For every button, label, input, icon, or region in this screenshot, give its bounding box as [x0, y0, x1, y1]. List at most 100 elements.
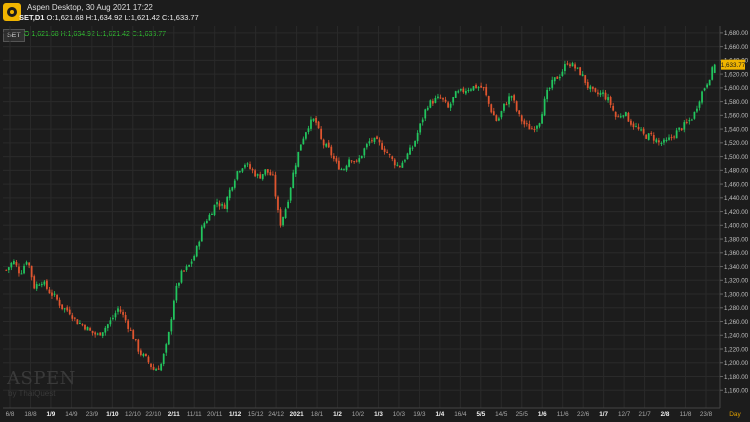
price-tags: 1,633.77	[721, 59, 746, 70]
x-tick-label: 22/10	[145, 411, 161, 418]
candle-body	[170, 319, 173, 332]
x-tick-label: 18/1	[311, 411, 324, 418]
candle-body	[584, 75, 587, 83]
symbol-code[interactable]: SET,D1	[19, 13, 45, 22]
candle-body	[61, 304, 64, 310]
x-tick-label: 21/7	[638, 411, 651, 418]
candle-body	[619, 116, 622, 118]
candle-body	[152, 366, 155, 370]
y-tick-label: 1,420.00	[724, 209, 749, 216]
candle-body	[393, 159, 396, 166]
candle-body	[561, 71, 564, 76]
candle-body	[188, 264, 190, 267]
candle-body	[122, 312, 124, 315]
x-tick-label: 24/12	[268, 411, 284, 418]
candle-body	[200, 226, 203, 242]
candle-body	[274, 174, 277, 197]
candle-body	[317, 121, 320, 129]
candle-body	[139, 350, 142, 356]
x-tick-label: 14/5	[495, 411, 508, 418]
candle-body	[503, 103, 505, 111]
candle-body	[574, 64, 576, 69]
candle-body	[419, 123, 422, 133]
candle-body	[73, 317, 76, 319]
symbol-tag[interactable]: SET	[3, 29, 25, 42]
candle-body	[525, 123, 528, 125]
x-tick-label: 2/11	[168, 411, 180, 418]
y-tick-label: 1,180.00	[724, 374, 749, 381]
candle-body	[294, 165, 297, 174]
candle-body	[332, 155, 335, 159]
candle-body	[299, 144, 302, 151]
candle-body	[208, 214, 211, 221]
y-tick-label: 1,480.00	[724, 168, 749, 175]
candle-body	[444, 99, 447, 102]
candle-body	[86, 326, 89, 331]
candle-body	[675, 130, 678, 139]
candle-body	[310, 119, 312, 129]
x-tick-label: 11/11	[187, 411, 202, 418]
candle-body	[698, 101, 701, 108]
candle-body	[114, 313, 117, 318]
candle-body	[411, 147, 414, 149]
candle-body	[449, 103, 452, 108]
candle-body	[96, 333, 99, 335]
candle-body	[20, 273, 23, 275]
candle-body	[528, 123, 531, 130]
candle-body	[289, 187, 292, 201]
x-tick-label: 23/8	[700, 411, 713, 418]
candle-body	[335, 158, 338, 162]
candle-body	[238, 171, 241, 173]
candle-body	[183, 270, 185, 272]
candle-body	[30, 265, 33, 278]
candle-body	[683, 122, 686, 130]
candle-body	[647, 133, 650, 140]
candle-body	[576, 67, 579, 69]
candle-body	[668, 137, 670, 140]
candle-body	[454, 91, 457, 98]
y-tick-label: 1,200.00	[724, 360, 749, 367]
candle-body	[536, 125, 538, 129]
candle-body	[437, 96, 439, 98]
candle-body	[386, 151, 389, 154]
candle-body	[368, 141, 371, 144]
y-tick-label: 1,440.00	[724, 195, 749, 202]
candle-body	[53, 293, 56, 295]
candle-body	[218, 203, 221, 207]
candle-body	[348, 159, 350, 167]
candle-body	[495, 115, 498, 121]
candle-body	[38, 284, 41, 286]
candle-body	[221, 204, 223, 206]
candle-body	[663, 139, 665, 143]
candle-body	[429, 100, 432, 108]
aspen-app-icon[interactable]	[3, 3, 21, 21]
candle-body	[523, 120, 526, 125]
candle-body	[213, 204, 216, 216]
candle-body	[246, 163, 249, 165]
x-tick-label: 1/4	[435, 411, 444, 418]
candle-body	[312, 118, 315, 121]
candle-body	[482, 87, 485, 89]
last-price-tag	[721, 59, 745, 70]
candle-body	[421, 119, 424, 123]
candle-body	[157, 368, 160, 370]
candle-body	[307, 128, 310, 133]
candle-body	[292, 172, 295, 189]
candle-body	[203, 223, 206, 228]
candle-body	[89, 328, 91, 331]
candle-body	[330, 146, 333, 156]
candle-body	[652, 135, 655, 141]
y-tick-label: 1,160.00	[724, 388, 749, 395]
x-tick-label: 2/8	[661, 411, 670, 418]
candle-body	[101, 332, 104, 337]
x-tick-label: 1/9	[47, 411, 56, 418]
candle-body	[358, 158, 361, 162]
candle-body	[462, 88, 465, 93]
candle-body	[302, 138, 305, 145]
candle-body	[327, 142, 330, 148]
candle-body	[353, 161, 356, 163]
candle-body	[155, 369, 157, 371]
candle-body	[25, 262, 28, 265]
candle-body	[538, 123, 541, 127]
